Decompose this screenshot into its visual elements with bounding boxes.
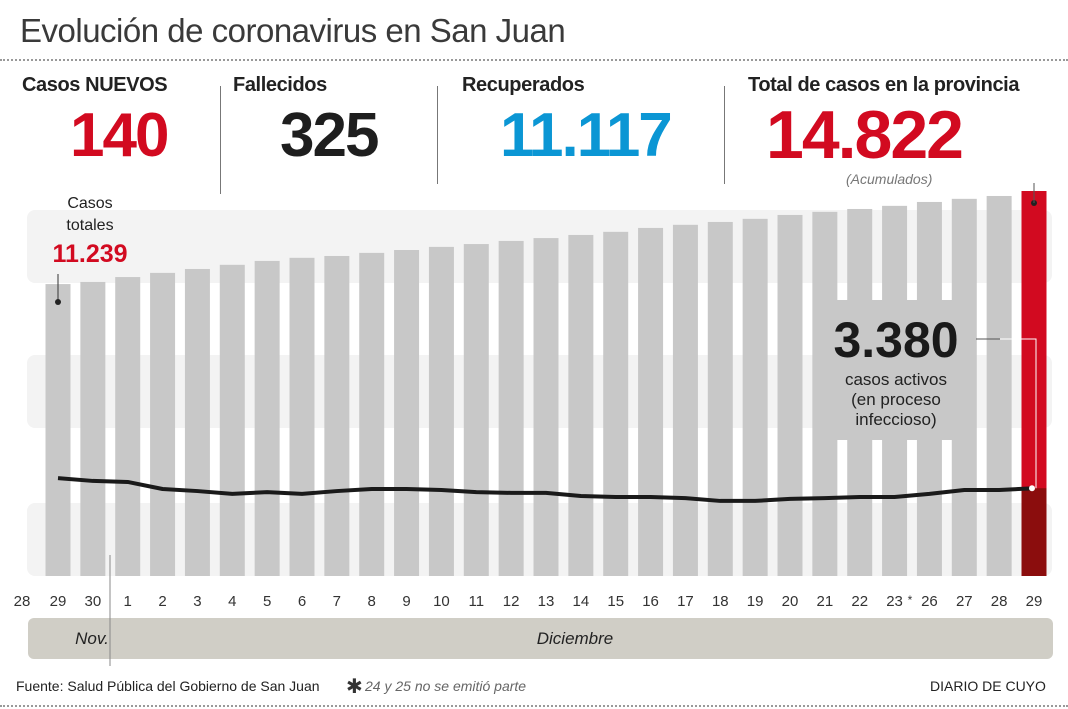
bar-total-cases (568, 234, 594, 577)
x-tick-label: 22 (851, 593, 868, 610)
bar-total-cases (777, 214, 803, 576)
bar-active-cases (1021, 488, 1047, 576)
active-cases-line (57, 476, 1035, 503)
x-tick-label: 8 (368, 593, 376, 610)
x-tick-label: 9 (402, 593, 410, 610)
first-value: 11.239 (52, 240, 127, 268)
bar-total-cases (463, 244, 489, 576)
total-cases-note: (Acumulados) (846, 171, 933, 187)
new-cases-label: Casos NUEVOS (22, 74, 168, 96)
bar-total-cases (394, 250, 420, 576)
x-tick-label: 28 (14, 593, 31, 610)
x-tick-label: 2 (158, 593, 166, 610)
skip-marker: * (908, 593, 913, 607)
bottom-divider (0, 705, 1068, 707)
deaths-label: Fallecidos (233, 74, 327, 96)
bar-total-cases (638, 227, 664, 576)
month-label-nov: Nov. (75, 629, 109, 648)
bar-total-cases (672, 224, 698, 576)
bar-total-cases (184, 268, 210, 576)
x-tick-label: 11 (468, 593, 484, 610)
active-cases-point (1029, 485, 1035, 492)
active-label: (en proceso (851, 390, 941, 409)
bar-total-cases (428, 246, 454, 576)
footnote: 24 y 25 no se emitió parte (365, 678, 527, 694)
x-tick-label: 4 (228, 593, 236, 610)
first-label: totales (66, 217, 113, 234)
bar-total-cases (80, 281, 106, 576)
total-cases-label: Total de casos en la provincia (748, 74, 1020, 96)
x-tick-label: 29 (50, 593, 67, 610)
x-tick-label: 14 (573, 593, 590, 610)
bar-total-cases (219, 264, 245, 576)
recovered-value: 11.117 (500, 101, 673, 170)
active-label: casos activos (845, 370, 947, 389)
active-value: 3.380 (833, 312, 958, 368)
x-tick-label: 18 (712, 593, 729, 610)
bar-total-cases (742, 218, 768, 576)
bar-total-cases (45, 284, 71, 576)
brand-logo: DIARIO DE CUYO (930, 678, 1046, 694)
bar-total-cases (289, 257, 315, 576)
divider (437, 86, 438, 184)
bar-total-cases (707, 221, 733, 576)
deaths-value: 325 (280, 101, 379, 170)
x-tick-label: 10 (433, 593, 450, 610)
bar-total-cases (986, 195, 1012, 576)
bar-total-cases (115, 277, 141, 576)
asterisk-icon: ✱ (346, 676, 363, 698)
bar-total-cases (603, 231, 629, 576)
bar-total-cases (533, 238, 559, 576)
bar-total-cases (324, 255, 350, 577)
x-tick-label: 16 (642, 593, 659, 610)
x-tick-label: 27 (956, 593, 973, 610)
divider (220, 86, 221, 194)
x-tick-label: 12 (503, 593, 520, 610)
active-label: infeccioso) (855, 410, 936, 429)
x-tick-label: 7 (333, 593, 341, 610)
x-tick-label: 26 (921, 593, 938, 610)
x-tick-label: 28 (991, 593, 1008, 610)
total-cases-value: 14.822 (766, 97, 964, 173)
first-label: Casos (67, 195, 112, 212)
x-tick-label: 30 (85, 593, 102, 610)
bar-total-cases (150, 272, 176, 576)
recovered-label: Recuperados (462, 74, 585, 96)
x-tick-label: 1 (124, 593, 132, 610)
x-tick-label: 21 (817, 593, 834, 610)
annotation-box (826, 300, 974, 440)
x-tick-label: 23 (886, 593, 903, 610)
x-tick-label: 17 (677, 593, 694, 610)
first-point (55, 299, 61, 305)
page-title: Evolución de coronavirus en San Juan (20, 12, 566, 49)
x-tick-label: 5 (263, 593, 271, 610)
divider (724, 86, 725, 184)
new-cases-value: 140 (70, 101, 169, 170)
x-tick-label: 19 (747, 593, 764, 610)
bar-total-cases (498, 240, 524, 576)
month-bar (28, 618, 1053, 659)
bar-total-cases (359, 252, 385, 576)
x-tick-label: 29 (1026, 593, 1043, 610)
x-tick-label: 6 (298, 593, 306, 610)
month-label-dic: Diciembre (537, 629, 614, 648)
x-tick-label: 20 (782, 593, 799, 610)
x-tick-label: 15 (607, 593, 624, 610)
x-tick-label: 13 (538, 593, 555, 610)
x-tick-label: 3 (193, 593, 201, 610)
title-divider (0, 59, 1068, 61)
source-text: Fuente: Salud Pública del Gobierno de Sa… (16, 678, 320, 694)
bar-total-cases (254, 260, 280, 576)
